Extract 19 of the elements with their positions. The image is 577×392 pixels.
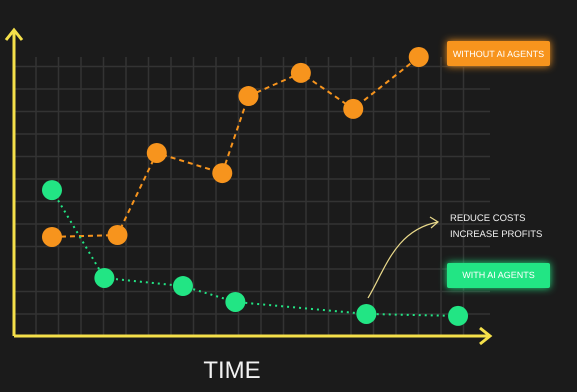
- point: [212, 163, 232, 184]
- point: [225, 292, 246, 312]
- point: [42, 180, 62, 200]
- label-box: WITH AI AGENTS: [447, 262, 550, 288]
- label-box: WITHOUT AI AGENTS: [447, 41, 550, 66]
- point: [238, 86, 258, 106]
- x-axis-title: TIME: [203, 357, 261, 384]
- point: [172, 276, 193, 296]
- point: [42, 226, 62, 247]
- point: [356, 304, 376, 324]
- point: [343, 98, 364, 119]
- point: [290, 62, 311, 83]
- point: [94, 268, 114, 288]
- annotation: INCREASE PROFITS: [450, 229, 542, 240]
- point: [107, 225, 128, 245]
- point: [408, 47, 429, 67]
- annotation: REDUCE COSTS: [450, 213, 526, 224]
- point: [448, 306, 468, 326]
- point: [146, 142, 167, 163]
